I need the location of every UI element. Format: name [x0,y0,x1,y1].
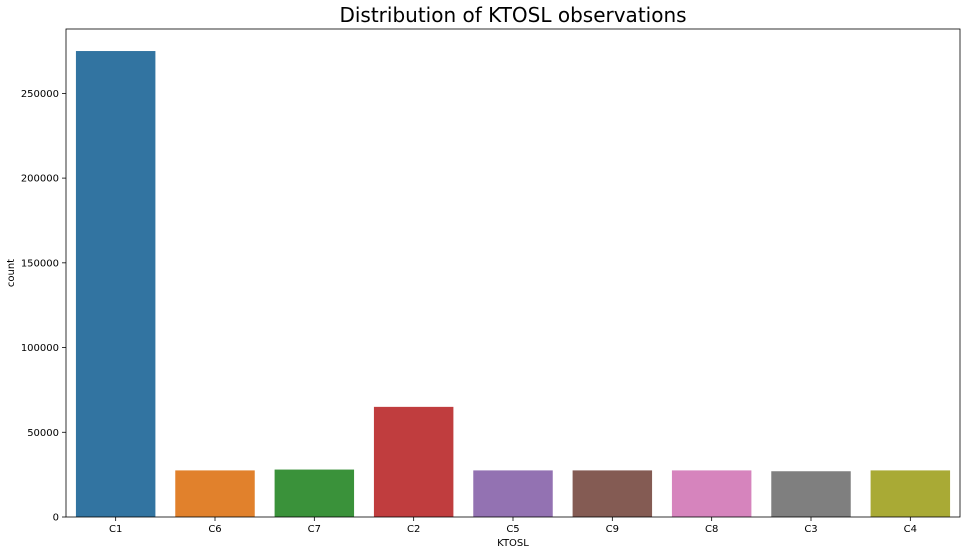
chart-title: Distribution of KTOSL observations [339,3,686,27]
x-tick-label: C8 [705,524,718,535]
x-tick-label: C4 [904,524,917,535]
x-tick-label: C6 [208,524,221,535]
x-tick-label: C7 [308,524,321,535]
y-tick-label: 100000 [21,343,59,354]
bar-c7 [274,469,355,517]
y-tick-label: 50000 [27,428,59,439]
y-tick-label: 0 [53,513,59,524]
x-tick-label: C1 [109,524,122,535]
plot-frame [65,28,961,518]
bar-c4 [870,470,951,517]
bar-c8 [671,470,752,517]
bar-c9 [572,470,653,517]
bar-c1 [75,51,156,517]
y-tick-label: 150000 [21,258,59,269]
x-axis-label: KTOSL [497,538,529,549]
x-tick-label: C9 [606,524,619,535]
axes-layer: C1 C6 C7 C2 C5 C9 C8 C3 C4 0 50000 100000 150000 2000… [21,28,961,535]
x-tick-label: C5 [506,524,519,535]
x-tick-label: C3 [804,524,817,535]
y-axis-label: count [6,259,17,287]
bars-layer [75,51,951,517]
x-tick-label: C2 [407,524,420,535]
bar-c5 [473,470,553,517]
y-tick-label: 250000 [21,89,59,100]
y-tick-label: 200000 [21,174,59,185]
bar-c3 [771,471,851,517]
bar-c2 [373,406,454,517]
bar-c6 [175,470,255,517]
